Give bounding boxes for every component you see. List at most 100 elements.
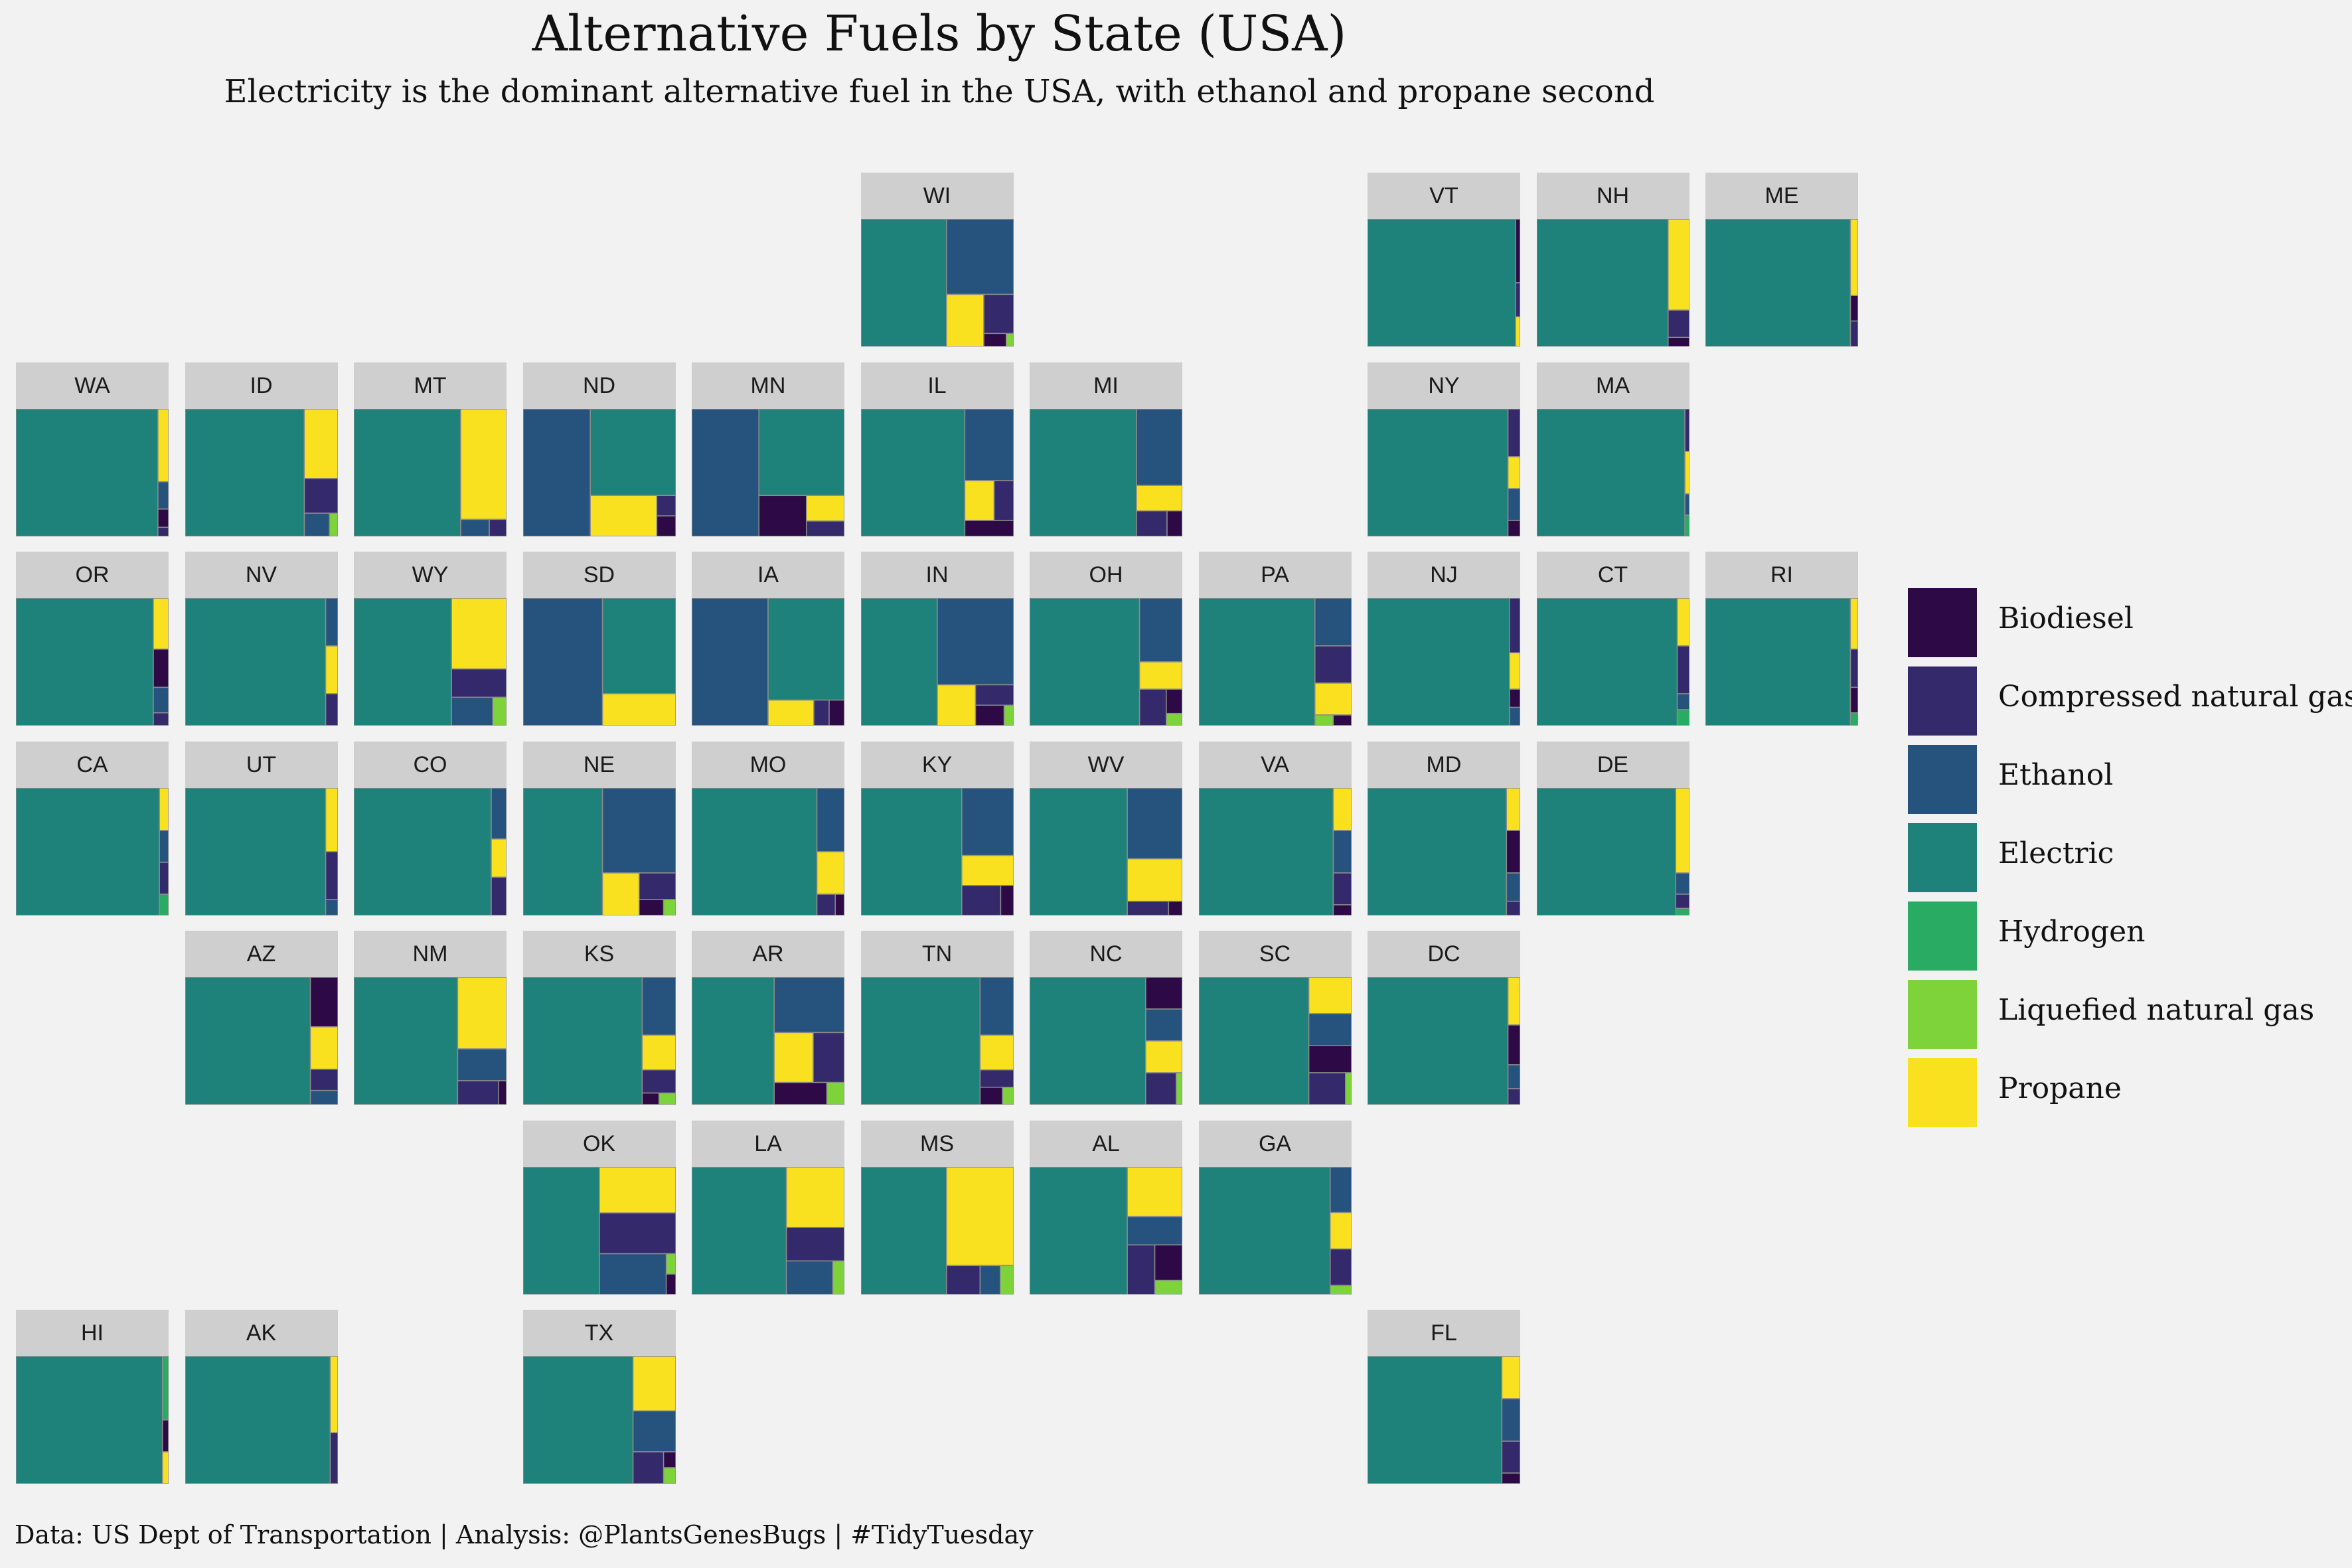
treemap-cell-propane	[1849, 598, 1858, 650]
treemap-cell-propane	[961, 854, 1014, 886]
state-panel-tn: TN	[860, 931, 1014, 1105]
treemap	[860, 977, 1014, 1105]
state-label: ID	[185, 362, 338, 409]
treemap-cell-propane	[1506, 787, 1520, 831]
treemap-cell-propane	[303, 408, 338, 479]
treemap-cell-propane	[1684, 450, 1689, 495]
treemap	[860, 219, 1014, 347]
state-panel-wi: WI	[860, 173, 1014, 347]
treemap-cell-compressed-natural-gas	[329, 1432, 338, 1484]
treemap-cell-ethanol	[1507, 1064, 1520, 1089]
treemap	[354, 787, 507, 915]
treemap	[1536, 787, 1689, 915]
treemap-cell-electric	[354, 408, 461, 536]
treemap-cell-biodiesel	[663, 1451, 676, 1468]
state-panel-la: LA	[692, 1120, 844, 1294]
state-label: MS	[860, 1120, 1014, 1167]
treemap-cell-compressed-natural-gas	[1501, 1441, 1520, 1474]
treemap-cell-compressed-natural-gas	[993, 479, 1014, 521]
treemap	[1368, 787, 1520, 915]
treemap-cell-electric	[1198, 977, 1309, 1105]
treemap-cell-ethanol	[1329, 1166, 1352, 1213]
legend-label: Compressed natural gas	[1998, 680, 2352, 714]
state-label: OR	[16, 552, 169, 598]
treemap-cell-electric	[692, 977, 775, 1105]
treemap	[354, 598, 507, 726]
treemap-cell-propane	[1145, 1040, 1182, 1073]
treemap-cell-liquefied-natural-gas	[665, 1253, 676, 1275]
treemap-cell-ethanol	[1507, 487, 1520, 521]
state-label: OK	[522, 1120, 676, 1167]
treemap-cell-biodiesel	[979, 1087, 1003, 1105]
treemap-cell-electric	[692, 787, 818, 915]
treemap-cell-ethanol	[157, 481, 169, 510]
state-panel-pa: PA	[1198, 552, 1352, 726]
treemap-cell-ethanol	[1127, 1215, 1182, 1245]
state-label: WV	[1030, 741, 1182, 788]
treemap	[16, 598, 169, 726]
state-label: WY	[354, 552, 507, 598]
state-panel-co: CO	[354, 741, 507, 915]
treemap-cell-biodiesel	[497, 1080, 507, 1105]
legend-item-ethanol: Ethanol	[1907, 744, 2345, 817]
treemap-cell-ethanol	[598, 1253, 666, 1294]
state-panel-nh: NH	[1536, 173, 1689, 347]
treemap-cell-compressed-natural-gas	[1849, 320, 1858, 347]
treemap	[522, 598, 676, 726]
treemap-cell-electric	[1030, 598, 1140, 726]
treemap-cell-electric	[767, 598, 844, 701]
treemap-cell-propane	[632, 1356, 676, 1412]
treemap	[1030, 787, 1182, 915]
treemap-cell-electric	[185, 787, 326, 915]
treemap-cell-propane	[1308, 977, 1352, 1014]
state-panel-ny: NY	[1368, 362, 1520, 536]
treemap-cell-compressed-natural-gas	[309, 1068, 338, 1091]
treemap-cell-electric	[758, 408, 844, 496]
legend-swatch	[1907, 665, 1978, 737]
treemap-cell-ethanol	[1138, 598, 1182, 663]
state-label: AR	[692, 931, 844, 977]
state-label: VT	[1368, 173, 1520, 219]
treemap-cell-propane	[773, 1032, 814, 1083]
treemap-cell-hydrogen	[1849, 712, 1858, 726]
treemap-cell-compressed-natural-gas	[1145, 1072, 1177, 1105]
treemap-cell-compressed-natural-gas	[1314, 645, 1352, 684]
treemap	[692, 408, 844, 536]
treemap-cell-propane	[1136, 484, 1182, 511]
state-panel-wy: WY	[354, 552, 507, 726]
treemap-cell-compressed-natural-gas	[1507, 1088, 1520, 1105]
state-panel-wv: WV	[1030, 741, 1182, 915]
treemap-cell-propane	[1501, 1356, 1520, 1399]
treemap	[1198, 1166, 1352, 1294]
treemap	[354, 977, 507, 1105]
treemap-cell-hydrogen	[1684, 514, 1689, 536]
state-panel-dc: DC	[1368, 931, 1520, 1105]
state-label: NY	[1368, 362, 1520, 409]
treemap-cell-compressed-natural-gas	[975, 684, 1014, 706]
treemap-cell-biodiesel	[1154, 1244, 1182, 1281]
treemap-cell-ethanol	[1145, 1008, 1182, 1042]
state-label: TN	[860, 931, 1014, 977]
treemap-cell-electric	[1030, 408, 1137, 536]
treemap-cell-biodiesel	[1501, 1472, 1520, 1484]
treemap	[1198, 787, 1352, 915]
treemap-cell-ethanol	[309, 1089, 338, 1105]
state-panel-in: IN	[860, 552, 1014, 726]
state-label: AK	[185, 1310, 338, 1356]
treemap	[16, 787, 169, 915]
treemap-cell-ethanol	[1136, 408, 1182, 486]
treemap-cell-propane	[1507, 977, 1520, 1026]
state-label: AZ	[185, 931, 338, 977]
treemap-cell-biodiesel	[828, 699, 844, 726]
state-label: IA	[692, 552, 844, 598]
treemap-cell-propane	[1127, 1166, 1182, 1217]
state-label: WA	[16, 362, 169, 409]
state-panel-ms: MS	[860, 1120, 1014, 1294]
legend-swatch	[1907, 1057, 1978, 1129]
treemap-cell-electric	[601, 598, 676, 694]
treemap-cell-compressed-natural-gas	[1138, 688, 1167, 726]
state-panel-or: OR	[16, 552, 169, 726]
state-label: MT	[354, 362, 507, 409]
state-panel-ri: RI	[1705, 552, 1858, 726]
